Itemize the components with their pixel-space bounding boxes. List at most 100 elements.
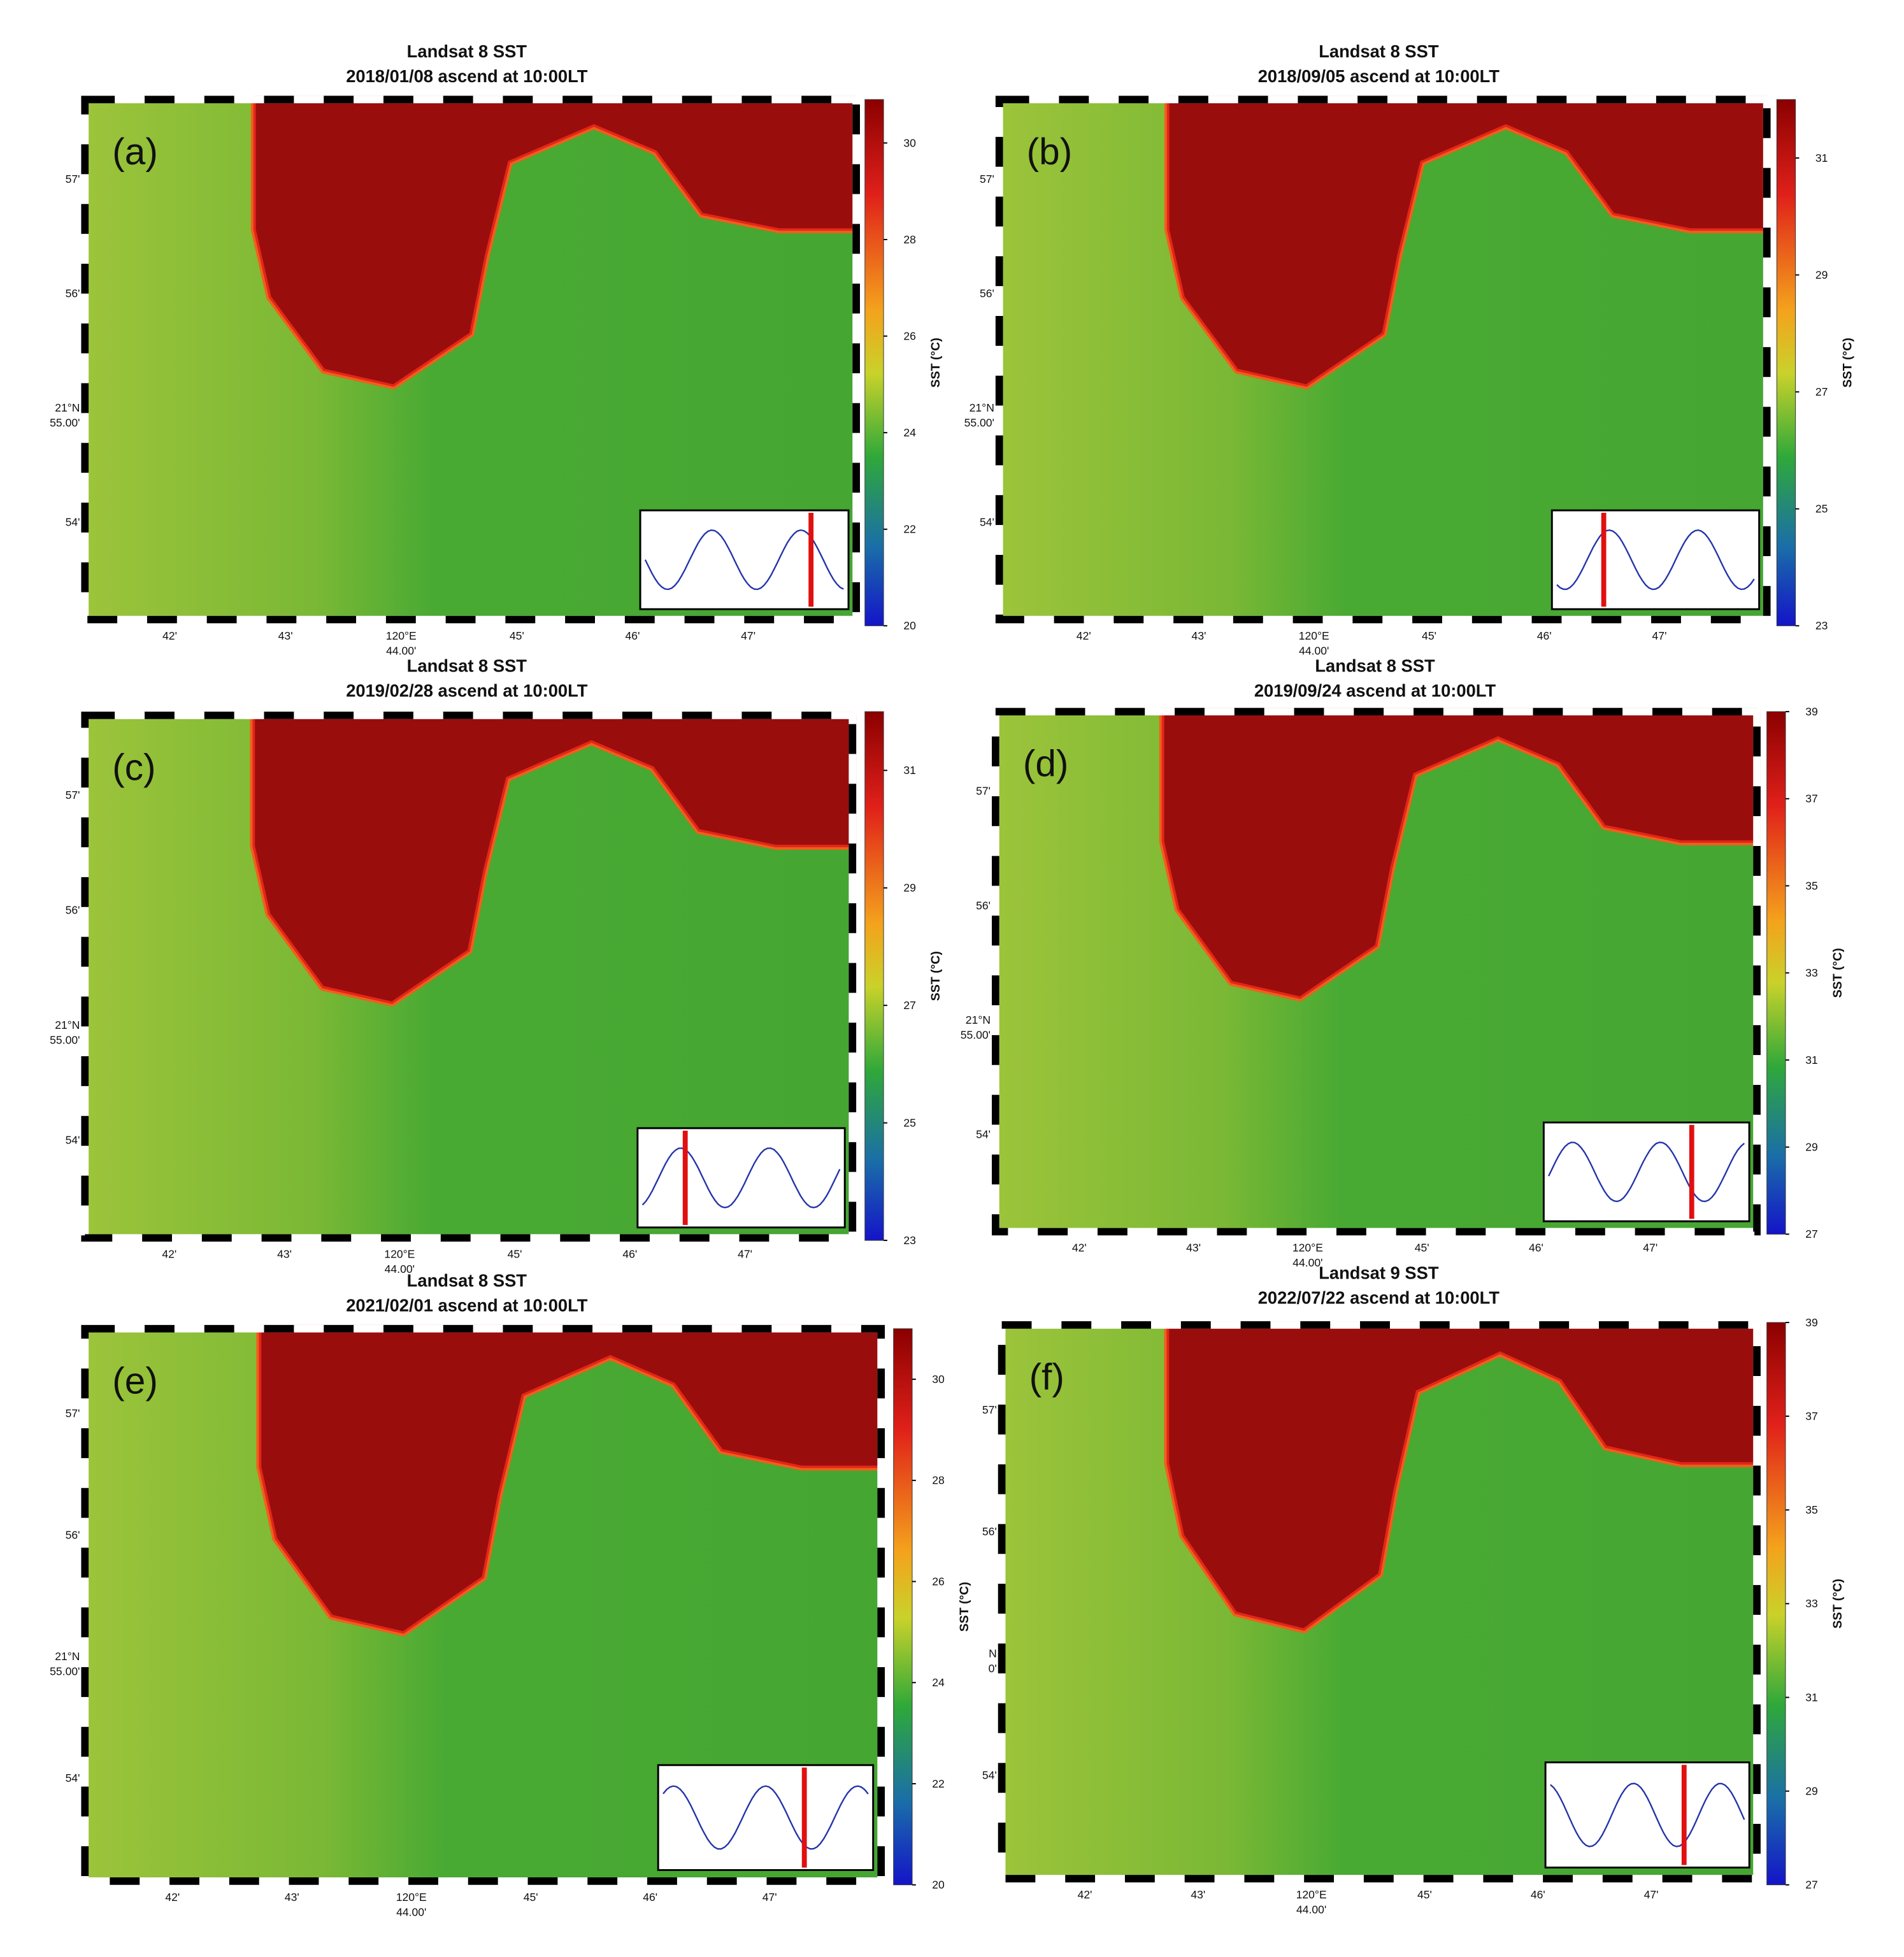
- colorbar-tick-label: 27: [1805, 1228, 1818, 1240]
- colorbar-tick-label: 30: [903, 136, 916, 149]
- colorbar: [1776, 99, 1796, 626]
- panel-label: (a): [112, 131, 158, 173]
- y-tick-label: 55.00': [964, 416, 994, 429]
- y-tick-label: 55.00': [50, 1034, 80, 1047]
- x-tick-label: 43': [1186, 1242, 1201, 1254]
- panel-subtitle: 2019/02/28 ascend at 10:00LT: [346, 681, 588, 701]
- colorbar-label: SST (°C): [929, 951, 943, 1001]
- colorbar-tick-label: 37: [1805, 792, 1818, 805]
- x-tick-label: 120°E: [1299, 629, 1329, 642]
- y-tick-label: 21°N: [966, 1014, 991, 1026]
- map-frame-dash: [991, 708, 1761, 1236]
- colorbar-tick-label: 31: [903, 764, 916, 777]
- tide-curve: [1548, 1142, 1745, 1203]
- panel-subtitle: 2018/09/05 ascend at 10:00LT: [1258, 66, 1500, 86]
- land-core: [1166, 98, 1768, 387]
- x-tick-label: 42': [1072, 1242, 1087, 1254]
- panel-title: Landsat 8 SST: [1315, 656, 1435, 676]
- x-tick-label: 43': [278, 629, 293, 642]
- colorbar-tick-label: 23: [903, 1234, 916, 1247]
- x-tick-label: 45': [510, 629, 524, 642]
- y-tick-label: 54': [66, 1772, 80, 1784]
- inset: [1542, 1121, 1750, 1222]
- y-tick-label: 57': [976, 785, 991, 798]
- colorbar-tick-label: 22: [903, 523, 916, 536]
- colorbar-tick-label: 35: [1805, 1503, 1818, 1516]
- colorbar: [864, 99, 884, 626]
- y-tick-label: 54': [66, 1134, 80, 1147]
- x-tick-label: 47': [738, 1247, 752, 1260]
- inset: [1550, 509, 1761, 610]
- y-tick-label: 57': [982, 1403, 997, 1416]
- land-core: [1166, 1323, 1759, 1631]
- colorbar-tick-label: 23: [1815, 619, 1828, 632]
- panel-label: (c): [112, 747, 155, 789]
- colorbar-tick-label: 22: [932, 1777, 945, 1790]
- x-tick-label: 43': [1192, 629, 1206, 642]
- x-tick-label: 46': [622, 1247, 637, 1260]
- y-tick-label: 57': [66, 789, 80, 801]
- colorbar-tick-label: 30: [932, 1373, 945, 1386]
- panel-subtitle: 2019/09/24 ascend at 10:00LT: [1254, 681, 1496, 701]
- colorbar-tick-label: 39: [1805, 705, 1818, 718]
- land-core: [252, 713, 854, 1005]
- map-panel: Landsat 8 SST 2019/02/28 ascend at 10:00L…: [50, 656, 943, 1275]
- x-tick-label: 46': [1537, 629, 1552, 642]
- land-core: [1161, 710, 1759, 1000]
- colorbar-tick-label: 26: [932, 1575, 945, 1588]
- y-tick-label: 56': [976, 899, 991, 912]
- y-tick-label: 21°N: [970, 401, 994, 414]
- inset: [639, 509, 850, 610]
- x-tick-label: 120°E: [386, 629, 417, 642]
- x-tick-label: 46': [626, 629, 640, 642]
- colorbar-tick-label: 20: [903, 619, 916, 632]
- panel-subtitle: 2018/01/08 ascend at 10:00LT: [346, 66, 588, 86]
- y-tick-label: 56': [66, 1528, 80, 1541]
- x-tick-label: 44.00': [396, 1906, 426, 1919]
- panel-title: Landsat 8 SST: [407, 41, 527, 61]
- map-panel: Landsat 8 SST 2018/01/08 ascend at 10:00L…: [50, 41, 943, 657]
- x-tick-label: 46': [1529, 1242, 1543, 1254]
- colorbar-tick-label: 24: [932, 1676, 945, 1689]
- colorbar-tick-label: 27: [1815, 385, 1828, 398]
- panel-label: (b): [1027, 131, 1073, 173]
- panel-label: (f): [1029, 1356, 1064, 1398]
- map-panel: Landsat 8 SST 2018/09/05 ascend at 10:00L…: [964, 41, 1855, 657]
- colorbar: [1766, 1322, 1786, 1886]
- colorbar-tick-label: 20: [932, 1879, 945, 1891]
- tide-curve: [662, 1785, 869, 1850]
- map-frame-dash: [995, 96, 1771, 624]
- y-tick-label: N: [989, 1647, 997, 1660]
- x-tick-label: 45': [524, 1891, 538, 1903]
- colorbar-tick-label: 33: [1805, 966, 1818, 979]
- y-tick-label: 55.00': [50, 416, 80, 429]
- map-frame-dash: [81, 96, 860, 624]
- x-tick-label: 46': [1531, 1888, 1545, 1901]
- colorbar-tick-label: 29: [1805, 1784, 1818, 1797]
- x-tick-label: 47': [1652, 629, 1667, 642]
- y-tick-label: 21°N: [55, 1650, 80, 1663]
- x-tick-label: 42': [1077, 629, 1091, 642]
- y-tick-label: 56': [982, 1525, 997, 1538]
- colorbar-label: SST (°C): [1831, 948, 1845, 998]
- map-panel: Landsat 9 SST 2022/07/22 ascend at 10:00L…: [982, 1263, 1845, 1916]
- tide-curve: [1556, 529, 1755, 591]
- tide-curve: [1550, 1782, 1745, 1847]
- panel-label: (d): [1023, 743, 1069, 785]
- colorbar-tick-label: 29: [903, 882, 916, 894]
- colorbar-tick-label: 28: [932, 1474, 945, 1487]
- x-tick-label: 44.00': [385, 1263, 415, 1275]
- y-tick-label: 57': [66, 1407, 80, 1419]
- x-tick-label: 45': [1417, 1888, 1432, 1901]
- x-tick-label: 120°E: [1296, 1888, 1327, 1901]
- x-tick-label: 42': [1078, 1888, 1092, 1901]
- colorbar-tick-label: 25: [903, 1117, 916, 1129]
- x-tick-label: 43': [1191, 1888, 1205, 1901]
- map-frame-dash: [81, 1324, 885, 1885]
- map-frame-dash: [998, 1321, 1761, 1882]
- x-tick-label: 42': [162, 629, 177, 642]
- x-tick-label: 43': [285, 1891, 299, 1903]
- colorbar-tick-label: 33: [1805, 1597, 1818, 1610]
- y-tick-label: 55.00': [961, 1028, 991, 1041]
